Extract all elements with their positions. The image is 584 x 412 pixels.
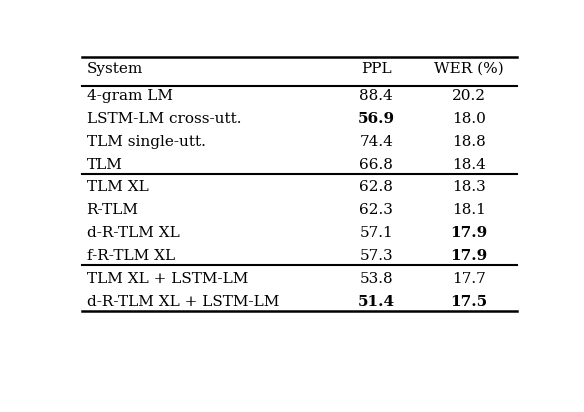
Text: 51.4: 51.4 xyxy=(357,295,395,309)
Text: 66.8: 66.8 xyxy=(359,158,393,172)
Text: TLM single-utt.: TLM single-utt. xyxy=(86,135,206,149)
Text: 88.4: 88.4 xyxy=(359,89,393,103)
Text: 18.1: 18.1 xyxy=(452,203,486,217)
Text: 17.9: 17.9 xyxy=(450,249,488,263)
Text: WER (%): WER (%) xyxy=(434,62,504,76)
Text: System: System xyxy=(86,62,143,76)
Text: d-R-TLM XL + LSTM-LM: d-R-TLM XL + LSTM-LM xyxy=(86,295,279,309)
Text: d-R-TLM XL: d-R-TLM XL xyxy=(86,226,179,240)
Text: 62.3: 62.3 xyxy=(359,203,393,217)
Text: 18.3: 18.3 xyxy=(452,180,486,194)
Text: 74.4: 74.4 xyxy=(359,135,393,149)
Text: 57.1: 57.1 xyxy=(359,226,393,240)
Text: 17.9: 17.9 xyxy=(450,226,488,240)
Text: 18.8: 18.8 xyxy=(452,135,486,149)
Text: 18.0: 18.0 xyxy=(452,112,486,126)
Text: TLM XL + LSTM-LM: TLM XL + LSTM-LM xyxy=(86,272,248,286)
Text: 18.4: 18.4 xyxy=(452,158,486,172)
Text: 4-gram LM: 4-gram LM xyxy=(86,89,173,103)
Text: LSTM-LM cross-utt.: LSTM-LM cross-utt. xyxy=(86,112,241,126)
Text: R-TLM: R-TLM xyxy=(86,203,138,217)
Text: PPL: PPL xyxy=(361,62,391,76)
Text: TLM: TLM xyxy=(86,158,123,172)
Text: TLM XL: TLM XL xyxy=(86,180,148,194)
Text: 57.3: 57.3 xyxy=(359,249,393,263)
Text: 53.8: 53.8 xyxy=(359,272,393,286)
Text: 17.7: 17.7 xyxy=(452,272,486,286)
Text: f-R-TLM XL: f-R-TLM XL xyxy=(86,249,175,263)
Text: 56.9: 56.9 xyxy=(357,112,395,126)
Text: 20.2: 20.2 xyxy=(452,89,486,103)
Text: 17.5: 17.5 xyxy=(450,295,488,309)
Text: 62.8: 62.8 xyxy=(359,180,393,194)
